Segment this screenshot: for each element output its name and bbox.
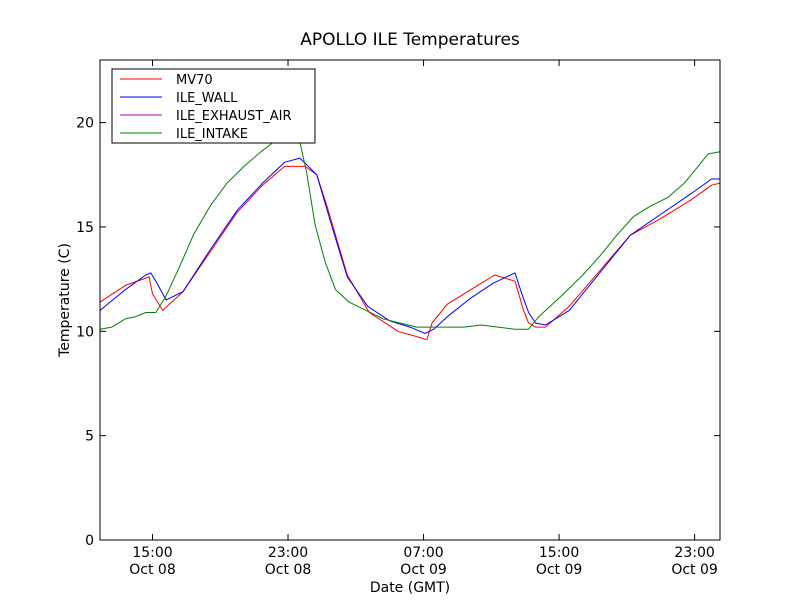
legend-label-ile-wall: ILE_WALL [176, 91, 238, 106]
legend-label-ile-intake: ILE_INTAKE [176, 127, 248, 142]
x-tick-label-date: Oct 09 [536, 562, 582, 578]
y-tick-label: 5 [85, 429, 94, 445]
x-tick-label-date: Oct 08 [129, 562, 175, 578]
series-line-ile-wall [99, 157, 720, 334]
x-tick-label-time: 15:00 [132, 545, 172, 561]
legend: MV70 ILE_WALL ILE_EXHAUST_AIR ILE_INTAKE [111, 68, 316, 144]
y-axis-label: Temperature (C) [57, 243, 73, 358]
x-tick-label-time: 07:00 [403, 545, 443, 561]
legend-box [111, 68, 316, 144]
legend-label-mv70: MV70 [176, 73, 213, 88]
x-tick-label-date: Oct 09 [671, 562, 717, 578]
y-tick-label: 20 [76, 116, 94, 132]
series-line-mv70 [99, 165, 721, 341]
series-group [99, 126, 721, 341]
plot-frame [99, 59, 721, 541]
y-tick-label: 10 [76, 324, 94, 340]
x-tick-label-date: Oct 08 [265, 562, 311, 578]
x-tick-label-date: Oct 09 [400, 562, 446, 578]
x-tick-label-time: 15:00 [539, 545, 579, 561]
y-tick-label: 0 [85, 533, 94, 549]
series-line-ile-intake [99, 126, 721, 330]
y-tick-label: 15 [76, 220, 94, 236]
chart-title: APOLLO ILE Temperatures [300, 30, 520, 50]
legend-label-ile-exhaust-air: ILE_EXHAUST_AIR [176, 109, 292, 124]
x-axis-label: Date (GMT) [370, 580, 450, 596]
x-tick-label-time: 23:00 [268, 545, 308, 561]
x-tick-label-time: 23:00 [674, 545, 714, 561]
